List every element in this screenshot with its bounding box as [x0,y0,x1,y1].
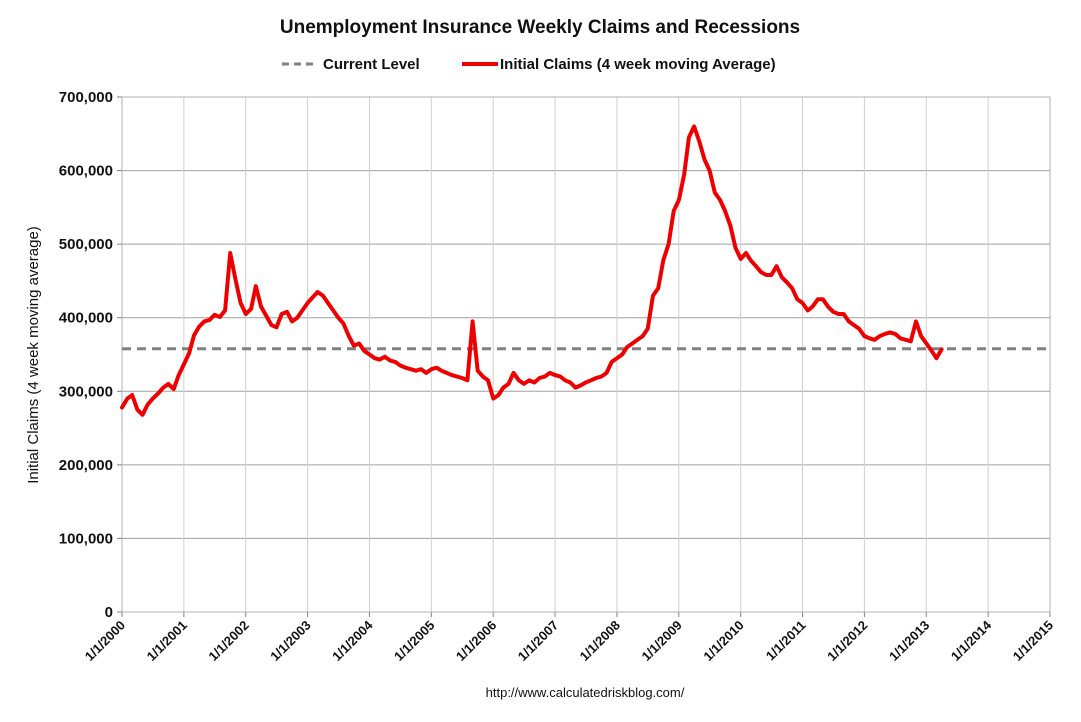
y-tick-label: 0 [105,604,113,621]
source-url: http://www.calculatedriskblog.com/ [486,685,685,700]
legend-label-initial-claims: Initial Claims (4 week moving Average) [500,56,776,73]
y-tick-label: 500,000 [59,236,113,253]
chart-title: Unemployment Insurance Weekly Claims and… [280,17,800,38]
plot-area-frame [121,96,1051,613]
y-tick-label: 200,000 [59,457,113,474]
legend: Current Level Initial Claims (4 week mov… [282,56,776,73]
y-axis-label: Initial Claims (4 week moving average) [25,226,42,484]
y-tick-label: 300,000 [59,383,113,400]
y-tick-label: 100,000 [59,530,113,547]
y-axis-ticks: 0 100,000 200,000 300,000 400,000 500,000 600,… [59,89,122,621]
initial-claims-line [120,124,944,417]
y-tick-label: 400,000 [59,310,113,327]
grid [121,96,1051,613]
legend-label-current-level: Current Level [323,56,420,73]
y-tick-label: 600,000 [59,163,113,180]
y-tick-label: 700,000 [59,89,113,106]
